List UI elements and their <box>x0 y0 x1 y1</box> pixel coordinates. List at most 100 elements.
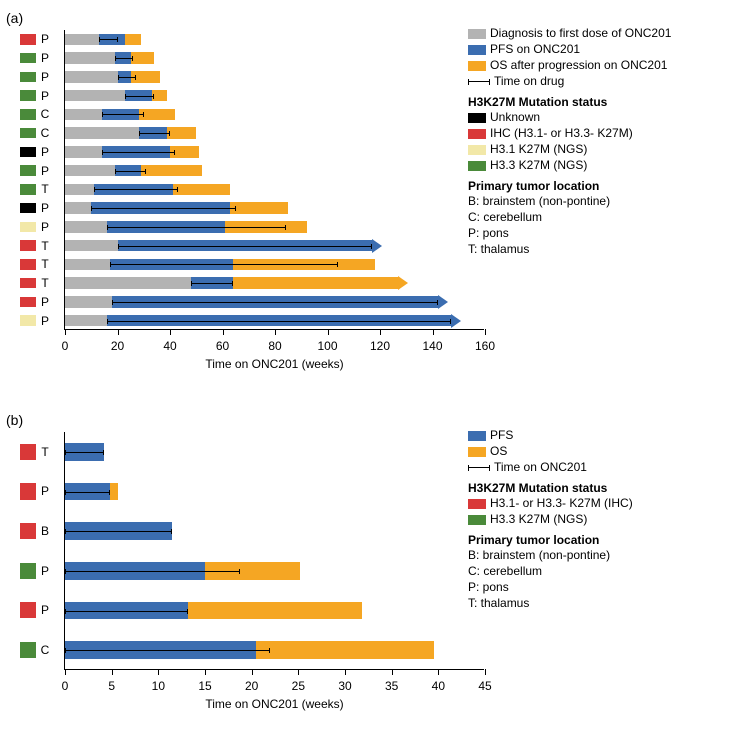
location-label: P <box>38 314 52 328</box>
arrow-icon <box>372 239 382 253</box>
bar-segment-gray <box>65 277 191 289</box>
legend-status-header: H3K27M Mutation status <box>468 95 671 110</box>
location-label: B <box>38 524 52 538</box>
row-label: P <box>20 472 60 512</box>
status-swatch <box>20 184 36 194</box>
xtick-label: 40 <box>432 679 445 693</box>
figure: (a) 020406080100120140160Time on ONC201 … <box>0 0 756 730</box>
panel-a-label: (a) <box>6 10 23 26</box>
location-label: P <box>38 145 52 159</box>
time-on-drug-line <box>107 227 286 228</box>
row-label: B <box>20 511 60 551</box>
legend-label: T: thalamus <box>468 596 529 611</box>
legend-location-item: B: brainstem (non-pontine) <box>468 194 671 209</box>
xtick <box>205 669 206 675</box>
bar-segment-orange <box>173 184 231 196</box>
xtick <box>392 669 393 675</box>
legend-swatch <box>468 161 486 171</box>
time-on-drug-line <box>139 133 171 134</box>
status-swatch <box>20 222 36 232</box>
time-on-drug-line <box>102 152 176 153</box>
legend-swatch <box>468 431 486 441</box>
status-swatch <box>20 278 36 288</box>
status-swatch <box>20 642 36 658</box>
xtick <box>170 329 171 335</box>
location-label: P <box>38 32 52 46</box>
legend-label: OS <box>490 444 507 459</box>
time-on-drug-line <box>118 246 373 247</box>
xtick-label: 10 <box>152 679 165 693</box>
legend-label: B: brainstem (non-pontine) <box>468 548 610 563</box>
bar-segment-gray <box>65 90 125 102</box>
legend-swatch <box>468 61 486 71</box>
rowlabels-b: TPBPPC <box>20 432 60 670</box>
xtick <box>252 669 253 675</box>
xtick-label: 140 <box>422 339 442 353</box>
location-label: C <box>38 126 52 140</box>
legend-location-item: T: thalamus <box>468 596 633 611</box>
bar-segment-gray <box>65 240 118 252</box>
xtick-label: 0 <box>62 679 69 693</box>
xtick <box>223 329 224 335</box>
xtick-label: 30 <box>338 679 351 693</box>
status-swatch <box>20 240 36 250</box>
xtick <box>380 329 381 335</box>
time-on-drug-line <box>65 492 110 493</box>
status-swatch <box>20 165 36 175</box>
location-label: T <box>38 182 52 196</box>
bar-row <box>65 127 196 139</box>
legend-swatch <box>468 515 486 525</box>
rowlabels-a: PPPPCCPPTPPTTTPP <box>20 30 60 330</box>
row-label: T <box>20 274 60 293</box>
legend-label: T: thalamus <box>468 242 529 257</box>
legend-item: Time on drug <box>468 74 671 89</box>
time-on-drug-line <box>65 611 188 612</box>
xtick <box>438 669 439 675</box>
row-label: P <box>20 591 60 631</box>
legend-location-item: P: pons <box>468 226 671 241</box>
legend-status-item: H3.3 K27M (NGS) <box>468 158 671 173</box>
status-swatch <box>20 523 36 539</box>
panel-b-label: (b) <box>6 412 23 428</box>
bar-segment-gray <box>65 109 102 121</box>
legend-item: OS after progression on ONC201 <box>468 58 671 73</box>
bar-segment-orange <box>230 202 288 214</box>
legend-status-item: H3.1- or H3.3- K27M (IHC) <box>468 496 633 511</box>
legend-swatch <box>468 499 486 509</box>
legend-label: C: cerebellum <box>468 564 542 579</box>
legend-swatch <box>468 29 486 39</box>
status-swatch <box>20 90 36 100</box>
xtick-label: 15 <box>198 679 211 693</box>
legend-label: Unknown <box>490 110 540 125</box>
legend-label: H3.1 K27M (NGS) <box>490 142 587 157</box>
legend-label: H3.3 K27M (NGS) <box>490 512 587 527</box>
xtick-label: 45 <box>478 679 491 693</box>
bar-segment-orange <box>110 483 118 501</box>
status-swatch <box>20 72 36 82</box>
xtick-label: 100 <box>317 339 337 353</box>
legend-label: PFS <box>490 428 513 443</box>
xtick <box>485 669 486 675</box>
xtick <box>345 669 346 675</box>
row-label: P <box>20 551 60 591</box>
status-swatch <box>20 203 36 213</box>
xtick <box>298 669 299 675</box>
xtick-label: 35 <box>385 679 398 693</box>
bar-segment-gray <box>65 52 115 64</box>
bar-segment-gray <box>65 127 139 139</box>
xtick <box>112 669 113 675</box>
legend-label: P: pons <box>468 226 509 241</box>
legend-location-header: Primary tumor location <box>468 533 633 548</box>
xtick-label: 40 <box>163 339 176 353</box>
legend-swatch <box>468 129 486 139</box>
location-label: C <box>38 107 52 121</box>
legend-swatch <box>468 145 486 155</box>
location-label: P <box>38 164 52 178</box>
row-label: C <box>20 630 60 670</box>
xtick-label: 120 <box>370 339 390 353</box>
xlabel: Time on ONC201 (weeks) <box>205 697 343 711</box>
time-on-drug-line <box>115 58 133 59</box>
row-label: P <box>20 30 60 49</box>
row-label: T <box>20 180 60 199</box>
location-label: C <box>38 643 52 657</box>
